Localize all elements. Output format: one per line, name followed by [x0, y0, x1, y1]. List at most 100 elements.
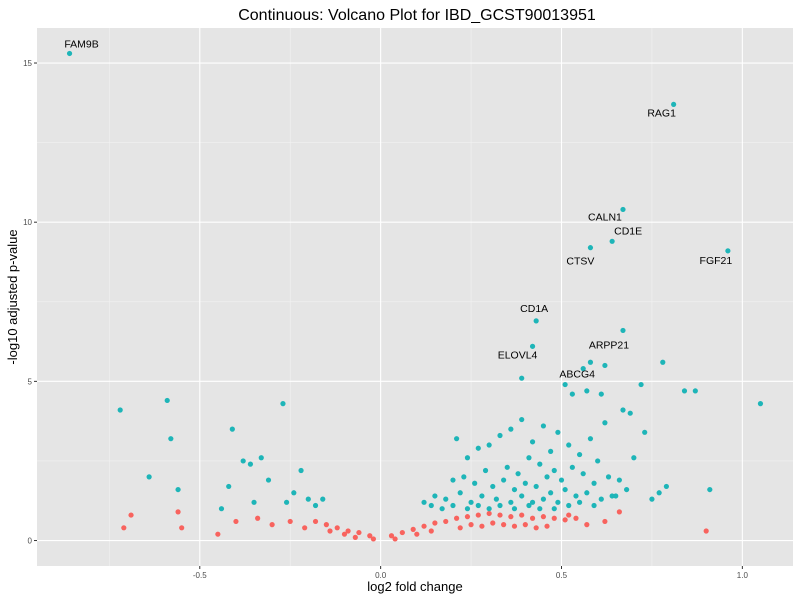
data-point	[439, 506, 445, 512]
data-point	[526, 455, 532, 461]
data-point	[602, 362, 608, 369]
data-point	[414, 531, 420, 537]
data-point	[551, 467, 557, 474]
data-point	[493, 496, 499, 502]
data-point	[576, 499, 583, 505]
data-point	[464, 455, 471, 461]
data-point	[649, 496, 655, 502]
gene-labels: FAM9B RAG1 CALN1 CD1E CTSV FGF21 CD1A ARPP21 ELO…	[64, 38, 732, 380]
data-point	[671, 101, 677, 108]
data-point	[562, 381, 568, 388]
data-point	[370, 536, 377, 542]
data-point	[421, 499, 427, 505]
data-point	[457, 525, 463, 531]
data-point	[529, 515, 536, 521]
data-point	[497, 432, 503, 439]
data-point	[660, 359, 666, 365]
data-point	[533, 525, 539, 531]
data-point	[529, 439, 536, 445]
data-point	[367, 533, 373, 539]
data-point	[566, 442, 572, 448]
data-point	[251, 499, 257, 505]
data-point	[450, 477, 456, 483]
data-point	[515, 471, 521, 477]
data-point	[558, 477, 565, 483]
data-point	[66, 50, 73, 57]
data-point	[566, 502, 572, 509]
data-point	[497, 512, 503, 518]
data-point	[450, 502, 456, 509]
data-point	[681, 388, 688, 394]
data-point	[280, 401, 286, 407]
data-point	[522, 522, 528, 528]
data-point	[320, 496, 326, 502]
data-point	[566, 512, 572, 518]
data-point	[569, 391, 575, 397]
data-point	[508, 426, 514, 432]
y-tick-label: 0	[28, 537, 33, 546]
data-point	[511, 523, 518, 529]
chart-title: Continuous: Volcano Plot for IBD_GCST900…	[238, 7, 596, 24]
data-point	[121, 525, 127, 531]
data-point	[475, 445, 481, 451]
data-point	[656, 490, 662, 496]
data-point	[616, 477, 622, 483]
x-tick-label: 1.0	[737, 571, 749, 580]
data-points	[66, 50, 764, 542]
data-point	[410, 526, 416, 532]
data-point	[218, 506, 225, 512]
gene-label: CD1E	[614, 225, 642, 237]
data-point	[584, 388, 590, 394]
data-point	[537, 461, 543, 467]
data-point	[501, 477, 507, 483]
data-point	[464, 514, 471, 520]
data-point	[576, 451, 583, 458]
data-point	[472, 480, 478, 486]
data-point	[428, 528, 434, 534]
data-point	[486, 510, 492, 517]
data-point	[345, 528, 351, 534]
data-point	[443, 496, 449, 502]
plot-panel	[37, 28, 793, 566]
x-axis-title: log2 fold change	[367, 579, 462, 594]
data-point	[287, 518, 293, 525]
data-point	[692, 388, 698, 394]
gene-label: CALN1	[588, 211, 622, 223]
data-point	[537, 506, 543, 512]
data-point	[164, 397, 170, 404]
data-point	[461, 474, 467, 480]
data-point	[605, 474, 612, 480]
data-point	[584, 522, 590, 528]
data-point	[573, 515, 579, 521]
data-point	[555, 429, 561, 435]
data-point	[519, 375, 525, 381]
gene-label: FGF21	[700, 255, 733, 267]
gene-label: ABCG4	[559, 369, 595, 381]
gene-label: FAM9B	[64, 38, 98, 50]
data-point	[529, 343, 536, 349]
data-point	[757, 401, 764, 407]
y-tick-label: 15	[23, 59, 32, 68]
x-tick-label: 0.0	[375, 571, 387, 580]
y-axis-ticks: 0 5 10 15	[23, 59, 37, 546]
data-point	[179, 525, 185, 531]
data-point	[540, 514, 547, 520]
data-point	[323, 522, 329, 528]
data-point	[302, 525, 308, 531]
data-point	[511, 486, 518, 493]
data-point	[475, 512, 481, 518]
data-point	[388, 533, 395, 539]
data-point	[620, 327, 626, 334]
data-point	[482, 467, 489, 474]
data-point	[533, 318, 539, 324]
data-point	[392, 536, 398, 542]
data-point	[468, 499, 474, 505]
data-point	[334, 525, 340, 531]
data-point	[562, 517, 568, 523]
data-point	[522, 480, 528, 486]
data-point	[486, 506, 492, 512]
data-point	[457, 490, 463, 496]
data-point	[341, 531, 348, 537]
data-point	[613, 493, 619, 499]
